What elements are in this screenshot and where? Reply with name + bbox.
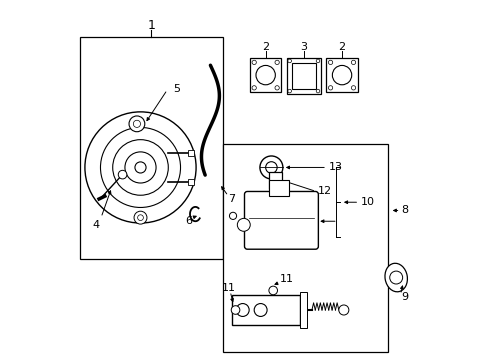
Circle shape [251, 86, 256, 90]
Circle shape [351, 86, 355, 90]
Bar [187, 179, 194, 185]
Bar [187, 150, 194, 156]
Text: 5: 5 [173, 84, 180, 94]
Bar [268, 172, 282, 189]
Circle shape [112, 140, 168, 195]
Circle shape [255, 66, 275, 85]
Circle shape [287, 59, 291, 63]
Text: 11: 11 [221, 283, 235, 293]
Circle shape [328, 60, 332, 64]
Bar [249, 58, 281, 92]
Circle shape [332, 66, 351, 85]
Circle shape [231, 306, 239, 314]
Circle shape [274, 60, 279, 64]
Circle shape [85, 112, 196, 223]
Text: 1: 1 [147, 19, 155, 32]
Bar [268, 180, 288, 196]
Text: 2: 2 [338, 42, 345, 51]
Circle shape [251, 60, 256, 64]
Text: 3: 3 [300, 42, 307, 51]
Bar [325, 58, 357, 92]
Circle shape [268, 286, 277, 295]
Bar [286, 58, 320, 94]
Circle shape [260, 156, 282, 179]
Circle shape [351, 60, 355, 64]
Circle shape [137, 215, 143, 221]
Circle shape [124, 152, 156, 183]
Circle shape [100, 127, 180, 207]
Circle shape [338, 305, 348, 315]
Text: 2: 2 [262, 42, 269, 51]
Circle shape [328, 86, 332, 90]
Bar [223, 144, 387, 352]
Text: 11: 11 [279, 274, 293, 284]
Circle shape [254, 303, 266, 316]
Circle shape [134, 211, 147, 224]
Ellipse shape [384, 263, 407, 292]
Text: 7: 7 [228, 194, 235, 204]
Circle shape [236, 303, 249, 316]
Text: 13: 13 [328, 162, 342, 172]
Circle shape [237, 219, 250, 231]
Circle shape [265, 162, 277, 173]
Text: 10: 10 [361, 197, 374, 207]
Bar [292, 63, 315, 89]
Bar [231, 295, 300, 325]
Text: 8: 8 [401, 206, 408, 216]
Text: 9: 9 [401, 292, 408, 302]
Text: 12: 12 [318, 186, 331, 197]
Circle shape [316, 89, 319, 93]
Bar [300, 292, 306, 328]
Text: 4: 4 [92, 220, 99, 230]
Circle shape [229, 212, 236, 220]
Circle shape [135, 162, 146, 173]
Circle shape [274, 86, 279, 90]
FancyBboxPatch shape [244, 192, 318, 249]
Bar [80, 37, 223, 259]
Circle shape [129, 116, 144, 132]
Circle shape [389, 271, 402, 284]
Circle shape [316, 59, 319, 63]
Circle shape [287, 89, 291, 93]
Circle shape [118, 170, 126, 179]
Circle shape [133, 120, 140, 127]
Text: 6: 6 [185, 216, 192, 226]
